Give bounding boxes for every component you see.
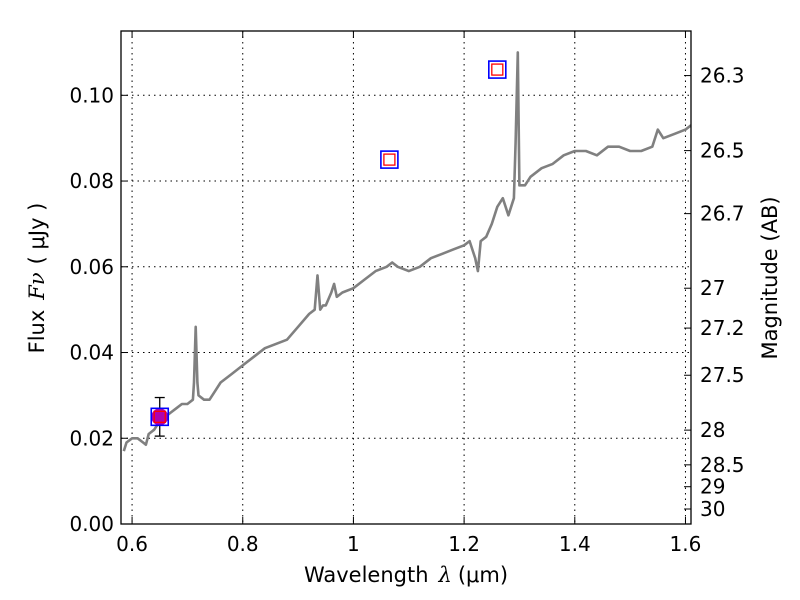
synthetic-marker-inner bbox=[153, 410, 166, 423]
x-tick-label: 0.6 bbox=[116, 532, 148, 556]
x-tick-label: 1.4 bbox=[559, 532, 591, 556]
x-axis-title-symbol: λ bbox=[438, 563, 452, 587]
y2-axis-title: Magnitude (AB) bbox=[758, 196, 782, 359]
y-axis-title: Flux Fν ( μJy ) bbox=[25, 203, 49, 354]
y-axis-title-symbol: Fν bbox=[25, 272, 49, 301]
x-tick-label: 1 bbox=[347, 532, 360, 556]
y2-tick-label: 27.5 bbox=[700, 363, 745, 387]
photometry-points bbox=[150, 60, 507, 437]
synthetic-marker-outer bbox=[380, 150, 399, 169]
y-axis-title-unit: ( μJy ) bbox=[25, 203, 49, 265]
y2-tick-label: 29 bbox=[700, 475, 725, 499]
y-tick-label: 0.06 bbox=[69, 255, 114, 279]
y-tick-label: 0.02 bbox=[69, 426, 114, 450]
synthetic-marker-inner bbox=[383, 153, 396, 166]
tick-labels: 0.6 0.8 1 1.2 1.4 1.6 0.00 0.02 0.04 0.06 0.08 0.10… bbox=[69, 64, 744, 556]
x-axis-title-prefix: Wavelength bbox=[304, 563, 429, 587]
y2-tick-label: 26.3 bbox=[700, 64, 745, 88]
y-tick-label: 0.10 bbox=[69, 83, 114, 107]
x-tick-label: 0.8 bbox=[227, 532, 259, 556]
y2-tick-label: 28 bbox=[700, 418, 725, 442]
x-axis-title-unit: (μm) bbox=[458, 563, 508, 587]
synthetic-marker-outer bbox=[488, 60, 507, 79]
y2-tick-label: 26.5 bbox=[700, 139, 745, 163]
axis-ticks bbox=[121, 31, 691, 525]
spectrum-line bbox=[122, 51, 691, 452]
y2-tick-label: 27.2 bbox=[700, 316, 745, 340]
y2-tick-label: 30 bbox=[700, 497, 725, 521]
grid-lines bbox=[121, 31, 691, 524]
y-tick-label: 0.08 bbox=[69, 169, 114, 193]
y2-tick-label: 26.7 bbox=[700, 202, 745, 226]
y-axis-title-prefix: Flux bbox=[25, 310, 49, 354]
synthetic-marker-inner bbox=[491, 63, 504, 76]
x-axis-title: Wavelength λ (μm) bbox=[304, 563, 508, 587]
y2-tick-label: 28.5 bbox=[700, 453, 745, 477]
x-tick-label: 1.6 bbox=[670, 532, 702, 556]
y-tick-label: 0.04 bbox=[69, 341, 114, 365]
y2-tick-label: 27 bbox=[700, 276, 725, 300]
y-tick-label: 0.00 bbox=[69, 512, 114, 536]
synthetic-marker-outer bbox=[150, 407, 170, 427]
plot-frame bbox=[120, 30, 692, 525]
series-layer bbox=[122, 51, 691, 452]
x-tick-label: 1.2 bbox=[448, 532, 480, 556]
